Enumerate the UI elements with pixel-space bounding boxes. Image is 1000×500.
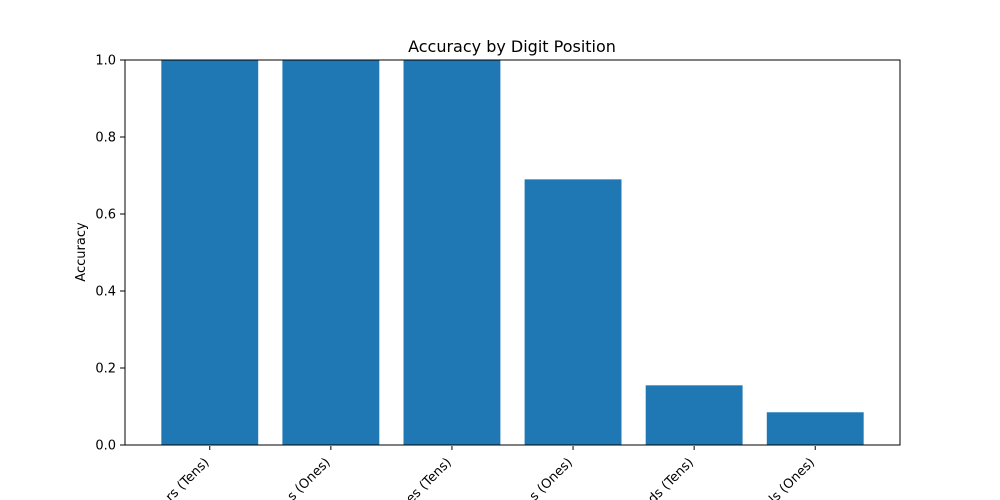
x-tick-label: rs (Tens) [163,455,213,500]
y-tick-label: 0.0 [95,439,116,454]
bar-4 [524,179,622,445]
chart-title: Accuracy by Digit Position [408,37,616,56]
y-tick-label: 0.6 [95,208,116,223]
x-tick-label: es (Tens) [403,455,454,500]
bars-group [161,60,864,445]
y-tick-label: 0.4 [95,285,116,300]
y-tick-label: 0.8 [95,131,116,146]
bar-1 [161,60,259,445]
bar-2 [282,60,380,445]
y-ticks-group: 0.0 0.2 0.4 0.6 0.8 1.0 [95,54,125,454]
x-ticks-group: rs (Tens) s (Ones) es (Tens) s (Ones) ds (Te… [163,446,819,500]
y-tick-label: 0.2 [95,362,116,377]
x-tick-label: s (Ones) [527,455,576,500]
plot-frame [124,59,901,446]
bar-3 [403,60,501,445]
y-tick-label: 1.0 [95,54,116,69]
x-tick-label: ls (Ones) [767,455,819,500]
bar-6 [766,412,864,445]
x-tick-label: ds (Tens) [645,455,697,500]
bar-5 [645,385,743,445]
y-axis-label: Accuracy [74,222,89,282]
x-tick-label: s (Ones) [285,455,334,500]
